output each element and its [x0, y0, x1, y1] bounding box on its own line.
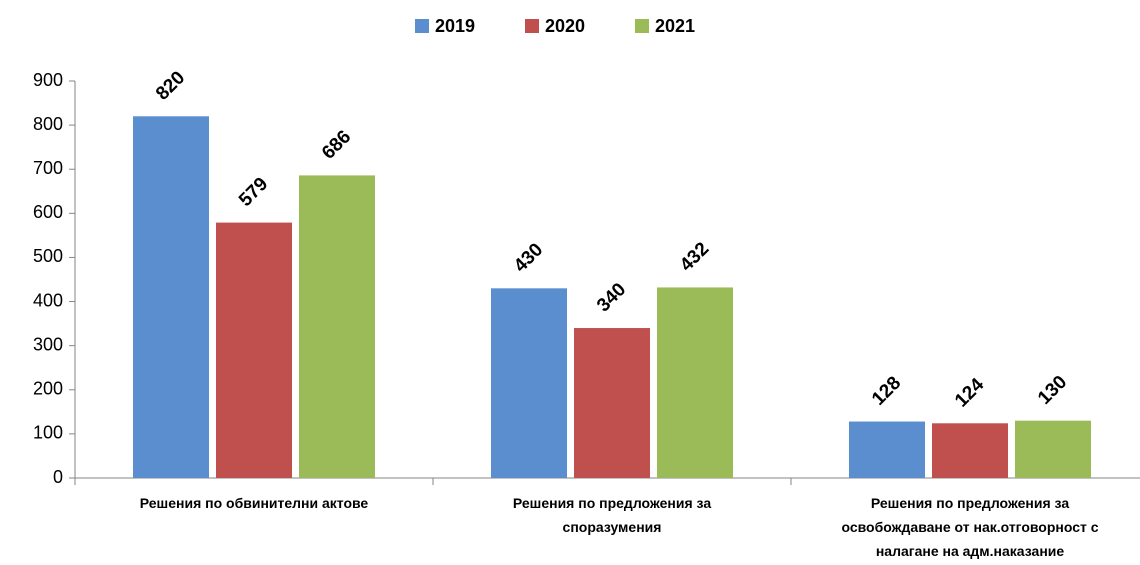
x-tick-label: Решения по обвинителни актове: [140, 495, 369, 511]
data-label: 124: [951, 374, 989, 412]
x-tick-label-line: налагане на адм.наказание: [876, 543, 1065, 559]
data-label: 430: [510, 239, 547, 276]
y-tick-label: 500: [33, 246, 63, 266]
data-label: 432: [676, 238, 713, 275]
bar: [1015, 420, 1091, 478]
x-tick-label: Решения по предложения за споразумения: [513, 495, 711, 535]
bar: [299, 175, 375, 479]
x-tick-label-line: Решения по предложения за: [871, 495, 1069, 511]
bar: [574, 328, 650, 478]
data-label: 340: [593, 279, 630, 316]
y-tick-label: 200: [33, 379, 63, 399]
y-tick-label: 900: [33, 70, 63, 90]
bar: [932, 423, 1008, 478]
data-label: 820: [152, 67, 189, 104]
y-tick-label: 0: [53, 467, 63, 487]
y-tick-label: 700: [33, 158, 63, 178]
x-tick-label-line: Решения по предложения за: [513, 495, 711, 511]
bar: [849, 421, 925, 478]
y-tick-label: 600: [33, 202, 63, 222]
y-tick-label: 400: [33, 290, 63, 310]
data-label: 128: [868, 373, 905, 410]
x-tick-label: Решения по предложения за освобождаване о…: [841, 495, 1098, 559]
bar: [657, 287, 733, 478]
legend-swatch: [525, 19, 539, 33]
x-tick-label-line: споразумения: [563, 519, 662, 535]
bar: [216, 222, 292, 478]
legend-swatch: [415, 19, 429, 33]
legend-label: 2020: [545, 16, 585, 36]
y-tick-label: 800: [33, 114, 63, 134]
bar: [133, 116, 209, 479]
legend-label: 2021: [655, 16, 695, 36]
y-tick-label: 100: [33, 423, 63, 443]
data-label: 579: [235, 174, 272, 211]
legend-label: 2019: [435, 16, 475, 36]
data-label: 130: [1034, 372, 1071, 409]
x-tick-label-line: освобождаване от нак.отговорност с: [841, 519, 1098, 535]
data-label: 686: [318, 126, 355, 163]
x-tick-label-line: Решения по обвинителни актове: [140, 495, 369, 511]
legend-swatch: [635, 19, 649, 33]
bar: [491, 288, 567, 478]
legend: 2019 2020 2021: [415, 16, 695, 36]
y-tick-label: 300: [33, 334, 63, 354]
